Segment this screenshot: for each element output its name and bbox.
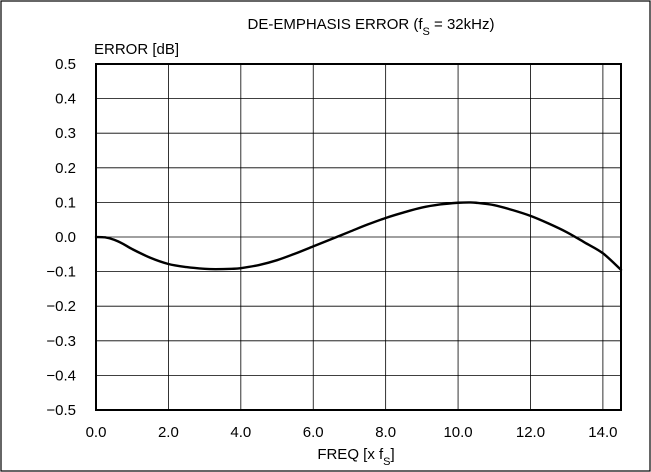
x-tick-label: 12.0 — [516, 424, 545, 441]
chart-title-suffix: = 32kHz) — [430, 16, 495, 33]
grid — [96, 64, 621, 410]
y-tick-label: 0.1 — [55, 194, 76, 211]
x-tick-label: 2.0 — [158, 424, 179, 441]
y-tick-label: −0.2 — [46, 298, 76, 315]
y-tick-label: −0.3 — [46, 333, 76, 350]
y-tick-label: 0.2 — [55, 160, 76, 177]
x-tick-label: 8.0 — [375, 424, 396, 441]
plot-area-frame — [95, 63, 622, 411]
x-tick-label: 4.0 — [230, 424, 251, 441]
y-tick-label: 0.5 — [55, 56, 76, 73]
y-axis-label: ERROR [dB] — [94, 41, 179, 58]
chart-title-subscript: S — [423, 26, 430, 38]
x-axis-label-suffix: ] — [391, 446, 395, 463]
series-layer — [94, 201, 623, 272]
x-axis-label-prefix: FREQ [x f — [317, 446, 384, 463]
y-tick-label: −0.5 — [46, 402, 76, 419]
y-tick-label: 0.3 — [55, 125, 76, 142]
error-curve — [94, 201, 623, 272]
x-axis-label-subscript: S — [383, 456, 390, 468]
x-axis-label: FREQ [x fS] — [317, 446, 394, 468]
y-tick-label: −0.4 — [46, 367, 76, 384]
x-tick-label: 6.0 — [303, 424, 324, 441]
tick-labels: 0.0 2.0 4.0 6.0 8.0 10.0 12.0 14.0 0.5 0.4 0.3 0.2 0… — [46, 56, 617, 441]
x-tick-label: 0.0 — [86, 424, 107, 441]
y-tick-label: −0.1 — [46, 264, 76, 281]
y-tick-label: 0.4 — [55, 91, 76, 108]
x-tick-label: 14.0 — [588, 424, 617, 441]
chart-title-prefix: DE-EMPHASIS ERROR (f — [248, 16, 424, 33]
x-tick-label: 10.0 — [443, 424, 472, 441]
chart-title: DE-EMPHASIS ERROR (fS = 32kHz) — [248, 16, 495, 38]
y-tick-label: 0.0 — [55, 229, 76, 246]
